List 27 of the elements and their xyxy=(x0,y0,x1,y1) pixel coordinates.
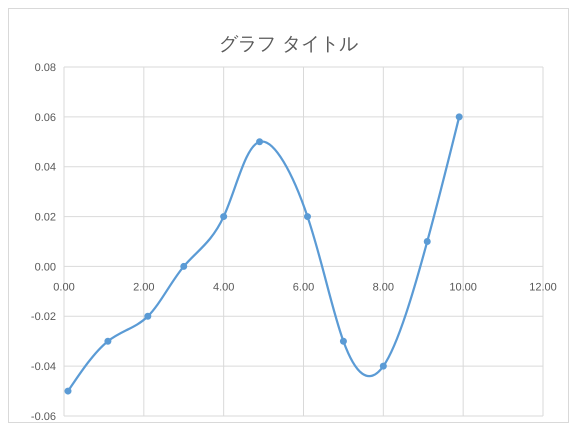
x-tick-label: 2.00 xyxy=(133,281,155,294)
point xyxy=(180,262,188,270)
x-tick-label: 0.00 xyxy=(53,281,75,294)
y-tick-label: 0.00 xyxy=(34,261,56,274)
point xyxy=(104,338,112,345)
x-tick-label: 10.00 xyxy=(449,281,477,294)
chart-title: グラフ タイトル xyxy=(218,32,360,57)
point xyxy=(144,312,152,320)
point xyxy=(256,138,264,146)
y-tick-label: -0.04 xyxy=(30,361,56,374)
x-tick-label: 8.00 xyxy=(372,281,394,294)
point xyxy=(220,213,228,220)
x-tick-label: 4.00 xyxy=(212,281,234,294)
point xyxy=(304,213,311,220)
y-tick-label: 0.08 xyxy=(34,62,56,74)
y-tick-label: -0.02 xyxy=(30,311,56,324)
point xyxy=(380,362,387,370)
point xyxy=(456,113,463,120)
point xyxy=(424,238,431,245)
x-tick-label: 12.00 xyxy=(529,281,557,294)
point xyxy=(64,388,72,395)
y-tick-label: 0.06 xyxy=(34,112,56,124)
y-tick-label: 0.02 xyxy=(34,211,56,224)
point xyxy=(340,338,347,345)
y-tick-label: 0.04 xyxy=(34,162,56,174)
x-tick-label: 6.00 xyxy=(292,281,314,294)
y-tick-label: -0.06 xyxy=(30,410,56,423)
